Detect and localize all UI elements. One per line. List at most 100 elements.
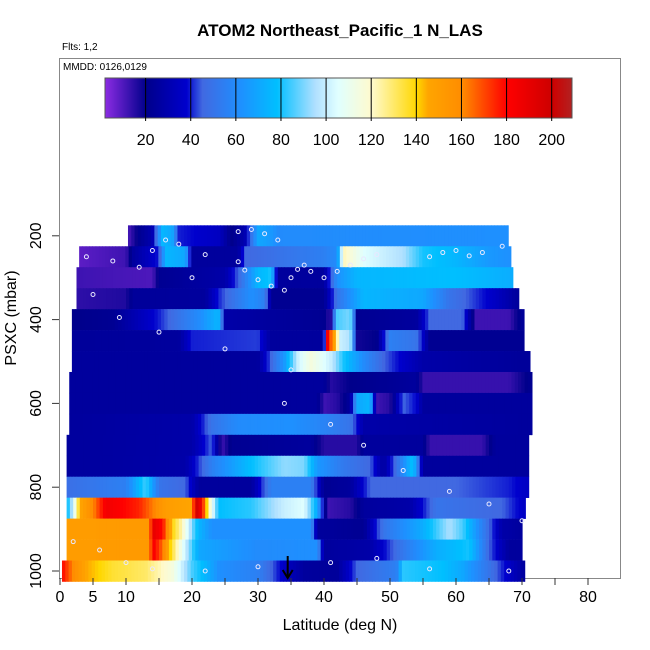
heatmap-cell — [429, 497, 434, 519]
colorbar-swatch — [344, 78, 346, 118]
heatmap-cell — [332, 330, 337, 352]
heatmap-cell — [386, 371, 390, 394]
heatmap-cell — [307, 434, 312, 457]
heatmap-cell — [112, 434, 117, 457]
heatmap-cell — [244, 267, 249, 289]
heatmap-cell — [313, 413, 318, 436]
heatmap-cell — [223, 225, 228, 247]
colorbar-swatch — [307, 78, 309, 118]
heatmap-cell — [276, 225, 281, 247]
colorbar-swatch — [341, 78, 343, 118]
heatmap-cell — [504, 560, 509, 582]
heatmap-cell — [489, 476, 493, 498]
heatmap-cell — [448, 225, 452, 247]
heatmap-cell — [416, 455, 421, 478]
heatmap-cell — [429, 455, 434, 478]
heatmap-cell — [314, 476, 318, 498]
heatmap-cell — [217, 330, 221, 352]
heatmap-cell — [310, 246, 315, 268]
heatmap-cell — [254, 392, 258, 415]
heatmap-cell — [429, 267, 434, 289]
heatmap-cell — [373, 497, 378, 519]
heatmap-cell — [445, 371, 450, 394]
heatmap-cell — [489, 267, 493, 289]
heatmap-cell — [514, 351, 518, 373]
colorbar-swatch — [268, 78, 270, 118]
heatmap-cell — [141, 351, 146, 373]
heatmap-cell — [299, 309, 304, 331]
heatmap-cell — [478, 392, 483, 415]
colorbar-swatch — [389, 78, 391, 118]
heatmap-cell — [83, 267, 87, 289]
heatmap-cell — [380, 518, 384, 540]
colorbar-swatch — [349, 78, 351, 118]
heatmap-cell — [106, 434, 111, 457]
heatmap-cell — [139, 497, 144, 519]
colorbar-swatch — [490, 78, 492, 118]
heatmap-cell — [233, 351, 238, 373]
heatmap-cell — [284, 288, 289, 310]
heatmap-cell — [264, 518, 269, 540]
heatmap-cell — [524, 371, 529, 394]
colorbar-swatch — [497, 78, 499, 118]
heatmap-cell — [174, 309, 179, 331]
heatmap-cell — [324, 476, 328, 498]
dates-label: MMDD: 0126,0129 — [63, 62, 147, 73]
heatmap-cell — [116, 455, 120, 478]
colorbar-swatch — [386, 78, 388, 118]
heatmap-cell — [257, 371, 262, 394]
heatmap-cell — [207, 330, 212, 352]
heatmap-cell — [432, 392, 437, 415]
heatmap-cell — [426, 518, 431, 540]
heatmap-cell — [76, 539, 81, 561]
heatmap-cell — [372, 371, 377, 394]
heatmap-cell — [258, 476, 262, 498]
heatmap-cell — [363, 476, 368, 498]
heatmap-cell — [79, 267, 84, 289]
heatmap-cell — [335, 225, 340, 247]
heatmap-cell — [96, 476, 101, 498]
heatmap-cell — [325, 560, 330, 582]
heatmap-cell — [287, 288, 292, 310]
heatmap-cell — [248, 539, 252, 561]
heatmap-cell — [177, 560, 182, 582]
heatmap-cell — [363, 267, 368, 289]
heatmap-cell — [198, 434, 203, 457]
colorbar-swatch — [259, 78, 261, 118]
heatmap-cell — [230, 351, 235, 373]
heatmap-cell — [142, 539, 147, 561]
heatmap-cell — [193, 351, 198, 373]
heatmap-cell — [489, 518, 493, 540]
heatmap-cell — [504, 351, 509, 373]
heatmap-cell — [520, 330, 525, 352]
heatmap-cell — [362, 560, 367, 582]
heatmap-cell — [144, 351, 149, 373]
heatmap-cell — [258, 267, 262, 289]
heatmap-cell — [254, 413, 258, 436]
heatmap-cell — [386, 497, 391, 519]
heatmap-cell — [101, 560, 106, 582]
heatmap-cell — [115, 413, 120, 436]
heatmap-cell — [501, 413, 506, 436]
heatmap-cell — [165, 539, 170, 561]
track-point — [275, 237, 281, 243]
heatmap-cell — [276, 309, 281, 331]
heatmap-cell — [329, 413, 334, 436]
heatmap-cell — [73, 455, 78, 478]
heatmap-cell — [141, 371, 146, 394]
heatmap-cell — [497, 560, 502, 582]
heatmap-cell — [304, 288, 309, 310]
heatmap-cell — [198, 288, 203, 310]
heatmap-cell — [195, 455, 200, 478]
heatmap-cell — [409, 497, 414, 519]
heatmap-cell — [372, 351, 377, 373]
heatmap-cell — [141, 246, 146, 268]
heatmap-cell — [442, 434, 447, 457]
colorbar-swatch — [393, 78, 395, 118]
heatmap-cell — [380, 267, 384, 289]
heatmap-cell — [479, 455, 483, 478]
heatmap-cell — [370, 455, 375, 478]
heatmap-cell — [302, 560, 307, 582]
heatmap-cell — [352, 330, 357, 352]
heatmap-cell — [469, 455, 474, 478]
